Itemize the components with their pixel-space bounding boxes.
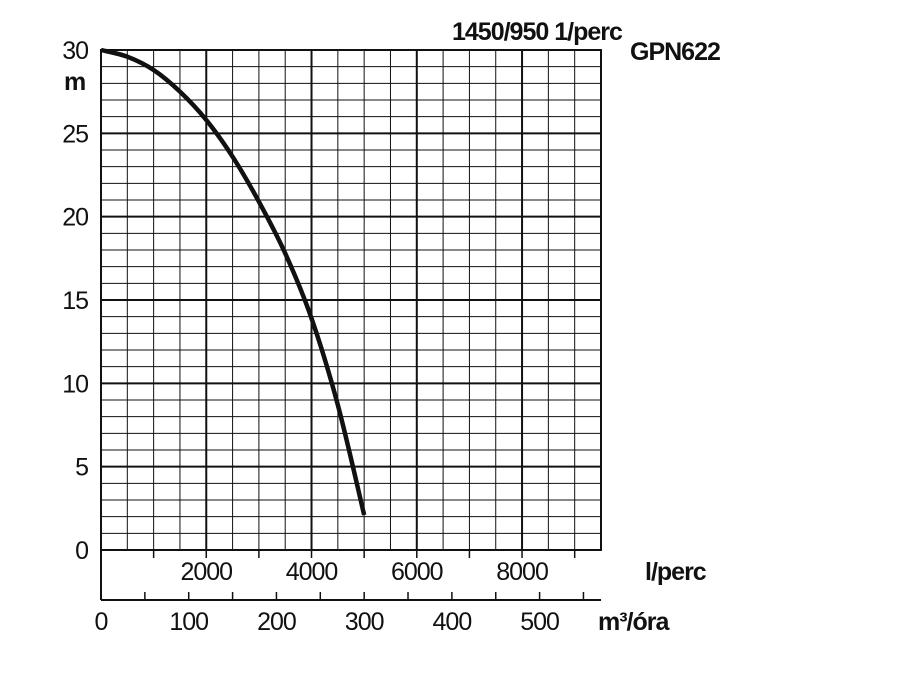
x-axis-unit-secondary: m³/óra xyxy=(598,608,671,636)
x-tick-label-secondary: 100 xyxy=(169,608,208,636)
chart-subtitle: 1450/950 1/perc xyxy=(452,18,623,46)
y-tick-label: 30 xyxy=(62,37,88,65)
x-tick-label-primary: 2000 xyxy=(180,558,232,586)
grid xyxy=(100,49,602,551)
x-tick-label-secondary: 0 xyxy=(95,608,108,636)
x-axis-unit-primary: l/perc xyxy=(645,558,707,586)
chart-title: GPN622 xyxy=(630,38,720,66)
x-tick-label-primary: 6000 xyxy=(391,558,443,586)
y-tick-label: 0 xyxy=(75,537,88,565)
x-tick-label-secondary: 300 xyxy=(345,608,384,636)
x-tick-label-secondary: 200 xyxy=(257,608,296,636)
x-tick-label-primary: 4000 xyxy=(286,558,338,586)
plot-border xyxy=(100,49,602,551)
x-tick-label-primary: 8000 xyxy=(496,558,548,586)
chart-frame xyxy=(100,49,602,601)
y-axis-label: m xyxy=(64,68,86,96)
x-tick-label-secondary: 500 xyxy=(520,608,559,636)
y-tick-label: 10 xyxy=(62,370,88,398)
y-tick-label: 15 xyxy=(62,287,88,315)
y-tick-label: 20 xyxy=(62,204,88,232)
y-tick-label: 25 xyxy=(62,120,88,148)
x-tick-label-secondary: 400 xyxy=(433,608,472,636)
head-curve-line xyxy=(100,47,367,516)
y-tick-label: 5 xyxy=(75,454,88,482)
tick-labels: 0 5 10 15 20 25 30 2000 4000 6000 8000 0 100 200 300 40… xyxy=(62,37,560,636)
curve-layer xyxy=(100,47,367,516)
